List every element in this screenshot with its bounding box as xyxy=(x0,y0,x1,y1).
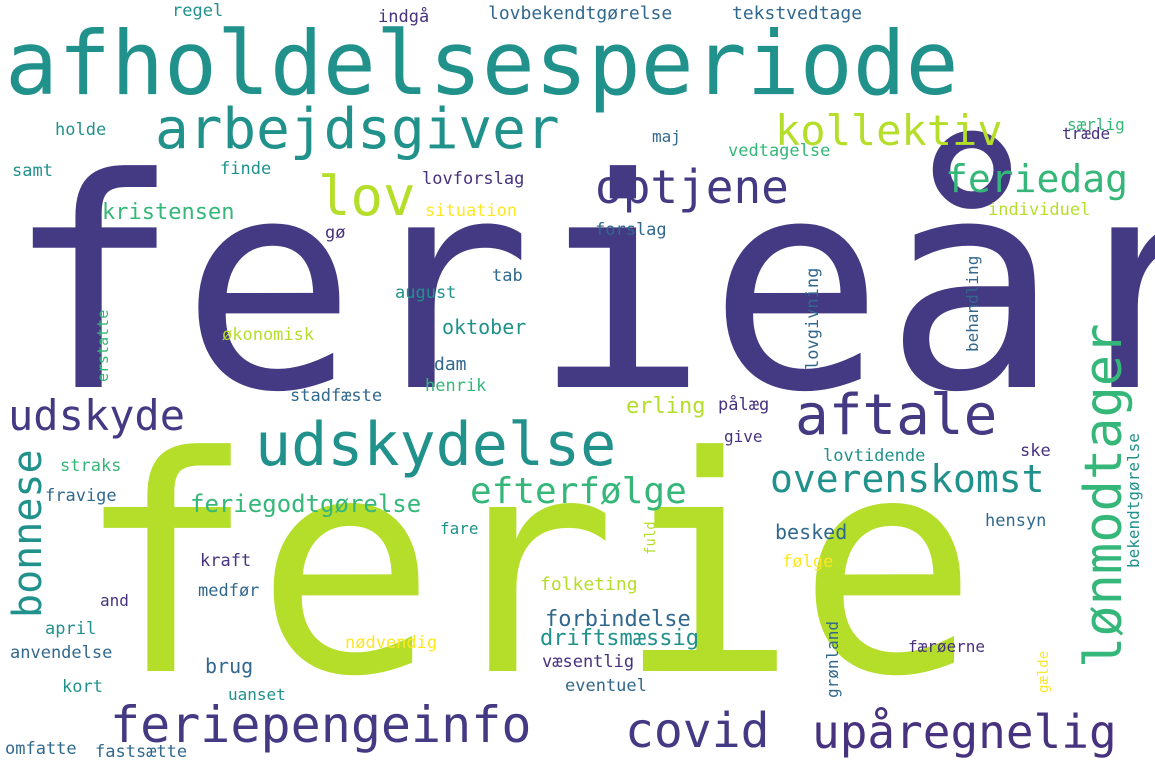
word: feriedag xyxy=(945,157,1129,201)
word: lovforslag xyxy=(422,169,525,189)
word: maj xyxy=(652,127,681,146)
word: lovtidende xyxy=(823,446,926,466)
word: upåregnelig xyxy=(812,705,1117,759)
word: oktober xyxy=(442,315,527,339)
word: indgå xyxy=(378,7,430,27)
word: feriegodtgørelse xyxy=(190,490,422,518)
word: vedtagelse xyxy=(728,141,831,161)
word: gælde xyxy=(1036,650,1052,693)
word: erstatte xyxy=(94,309,112,382)
word: gø xyxy=(325,223,346,243)
word: færøerne xyxy=(908,637,986,656)
word: finde xyxy=(220,159,272,179)
word: individuel xyxy=(988,200,1091,220)
word: tekstvedtage xyxy=(732,3,863,24)
word: grønland xyxy=(823,620,842,698)
word: bekendtgørelse xyxy=(1124,433,1143,568)
word: lov xyxy=(318,165,416,228)
word: forslag xyxy=(595,220,667,240)
word: afholdelsesperiode xyxy=(5,12,959,115)
word: behandling xyxy=(963,255,982,352)
word: stadfæste xyxy=(290,386,383,406)
word: overenskomst xyxy=(770,457,1045,501)
word: straks xyxy=(60,456,122,476)
word: hensyn xyxy=(985,511,1047,531)
word: ferie xyxy=(75,393,979,742)
word: arbejdsgiver xyxy=(155,97,560,162)
word: covid xyxy=(625,703,770,759)
word: væsentlig xyxy=(542,652,635,672)
word: fuld xyxy=(643,521,659,555)
word: give xyxy=(724,427,763,446)
word: situation xyxy=(425,201,518,221)
word: ferieår xyxy=(5,116,1155,456)
word: fare xyxy=(440,519,479,538)
word: kristensen xyxy=(102,200,235,225)
word: lovbekendtgørelse xyxy=(488,3,673,24)
word: ske xyxy=(1020,441,1051,461)
word: økonomisk xyxy=(222,325,315,345)
word: aftale xyxy=(795,383,998,448)
word: lønmodtager xyxy=(1074,323,1134,668)
word: dam xyxy=(434,354,467,375)
word: feriepengeinfo xyxy=(110,696,532,754)
word: henrik xyxy=(425,376,487,396)
word: eventuel xyxy=(565,676,647,696)
word: omfatte xyxy=(5,739,77,759)
word: april xyxy=(45,619,97,639)
word: udskydelse xyxy=(255,410,617,480)
word: folketing xyxy=(540,574,638,595)
word: holde xyxy=(55,120,107,140)
word: kort xyxy=(62,677,103,697)
word: driftsmæssig xyxy=(540,626,699,651)
word: anvendelse xyxy=(10,643,113,663)
word: udskyde xyxy=(8,391,186,440)
word: and xyxy=(100,591,129,610)
word: regel xyxy=(172,1,224,21)
word: tab xyxy=(492,266,523,286)
word: medfør xyxy=(198,581,260,601)
word: optjene xyxy=(595,160,789,214)
word: pålæg xyxy=(718,395,770,415)
word: besked xyxy=(775,520,848,544)
word: fastsætte xyxy=(95,742,188,762)
word: fravige xyxy=(45,486,117,506)
word: brug xyxy=(205,654,254,678)
word: nødvendig xyxy=(345,633,438,653)
word: uanset xyxy=(228,685,286,704)
word: særlig xyxy=(1067,115,1125,134)
word: efterfølge xyxy=(470,471,687,512)
word: erling xyxy=(626,394,706,419)
word: august xyxy=(395,283,457,303)
word: kraft xyxy=(200,551,252,571)
word: samt xyxy=(12,161,53,181)
word: kollektiv xyxy=(775,106,1003,155)
word: bonnese xyxy=(5,449,51,618)
word: forbindelse xyxy=(545,607,691,632)
word: træde xyxy=(1062,124,1111,143)
word: følge xyxy=(782,552,834,572)
word: lovgivning xyxy=(803,267,823,370)
